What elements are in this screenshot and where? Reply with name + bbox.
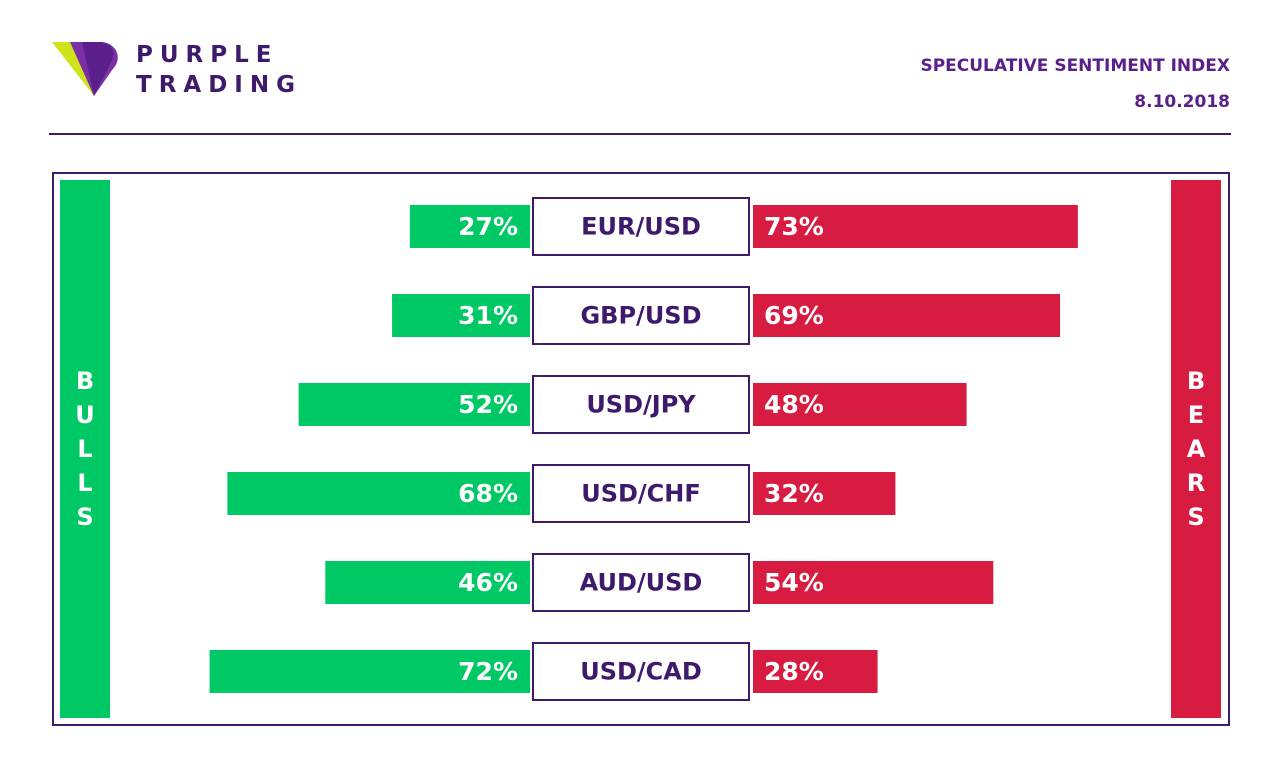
bulls-value-label: 27% bbox=[458, 212, 518, 241]
pair-label: USD/CAD bbox=[580, 658, 702, 686]
pair-label: USD/JPY bbox=[586, 391, 696, 419]
bears-value-label: 69% bbox=[764, 301, 824, 330]
bulls-bar bbox=[392, 294, 530, 337]
bears-value-label: 54% bbox=[764, 568, 824, 597]
bears-bar bbox=[753, 650, 878, 693]
bears-bar bbox=[753, 561, 994, 604]
bulls-bar bbox=[227, 472, 530, 515]
bears-value-label: 28% bbox=[764, 657, 824, 686]
pair-box bbox=[532, 553, 750, 612]
bulls-side-bar: BULLS bbox=[60, 180, 110, 718]
brand-line-1: PURPLE bbox=[136, 42, 279, 68]
bulls-bar bbox=[409, 205, 530, 248]
bulls-value-label: 72% bbox=[458, 657, 518, 686]
bulls-value-label: 52% bbox=[458, 390, 518, 419]
brand-name: PURPLE TRADING bbox=[136, 40, 302, 100]
bulls-label: BULLS bbox=[75, 367, 95, 531]
bears-value-label: 32% bbox=[764, 479, 824, 508]
page-title: SPECULATIVE SENTIMENT INDEX bbox=[920, 56, 1230, 76]
bears-bar bbox=[753, 205, 1078, 248]
brand-line-2: TRADING bbox=[136, 72, 302, 98]
pair-label: USD/CHF bbox=[581, 480, 701, 508]
pair-box bbox=[532, 642, 750, 701]
pair-box bbox=[532, 286, 750, 345]
header-divider bbox=[49, 133, 1231, 135]
purple-trading-logo-icon bbox=[52, 42, 118, 96]
bulls-value-label: 68% bbox=[458, 479, 518, 508]
pair-label: GBP/USD bbox=[580, 302, 701, 330]
bears-side-bar: BEARS bbox=[1171, 180, 1221, 718]
report-date: 8.10.2018 bbox=[1134, 92, 1230, 112]
pair-box bbox=[532, 464, 750, 523]
bears-value-label: 73% bbox=[764, 212, 824, 241]
bulls-value-label: 31% bbox=[458, 301, 518, 330]
bulls-value-label: 46% bbox=[458, 568, 518, 597]
bulls-bar bbox=[325, 561, 530, 604]
pair-box bbox=[532, 197, 750, 256]
bears-bar bbox=[753, 383, 967, 426]
pair-label: AUD/USD bbox=[580, 569, 703, 597]
bears-label: BEARS bbox=[1186, 367, 1206, 531]
bulls-bar bbox=[298, 383, 530, 426]
chart-frame bbox=[52, 172, 1230, 726]
bears-bar bbox=[753, 294, 1061, 337]
pair-box bbox=[532, 375, 750, 434]
bears-bar bbox=[753, 472, 896, 515]
bears-value-label: 48% bbox=[764, 390, 824, 419]
pair-label: EUR/USD bbox=[581, 213, 701, 241]
bulls-bar bbox=[209, 650, 530, 693]
